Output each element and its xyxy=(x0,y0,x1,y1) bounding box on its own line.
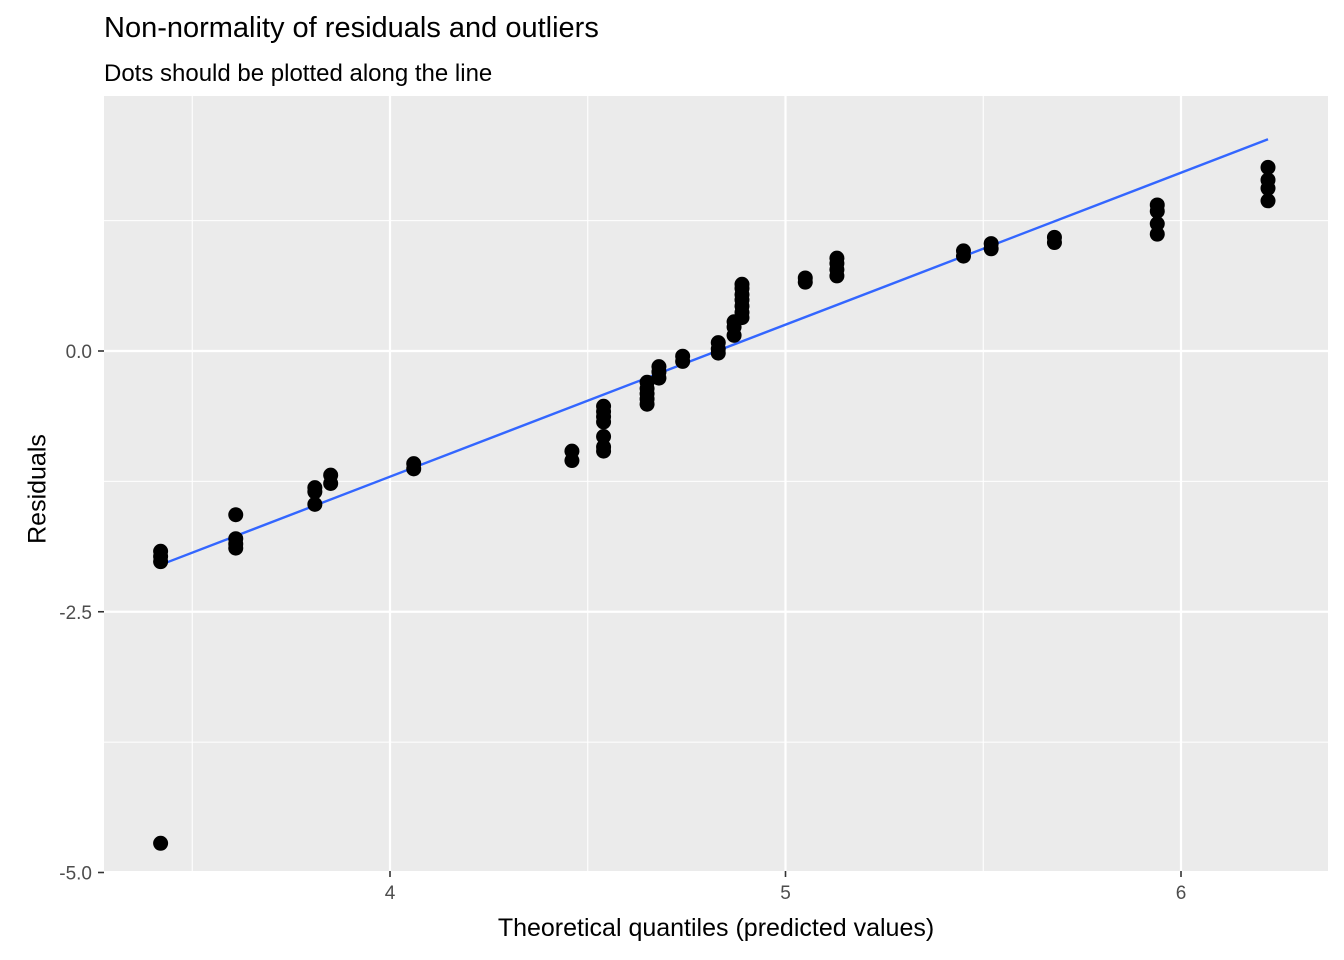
residual-point xyxy=(1149,226,1165,242)
x-tick-label: 6 xyxy=(1176,883,1187,904)
residual-point xyxy=(307,484,323,500)
residual-point xyxy=(710,345,726,361)
y-axis: -5.0 -2.5 0.0 xyxy=(59,342,104,885)
plot-panel xyxy=(104,96,1328,871)
residual-point xyxy=(1046,229,1062,245)
y-tick-label: -2.5 xyxy=(59,603,92,624)
chart-subtitle: Dots should be plotted along the line xyxy=(104,60,493,87)
residual-point xyxy=(596,443,612,459)
x-tick-label: 5 xyxy=(780,883,791,904)
residual-point xyxy=(955,243,971,259)
x-axis: 4 5 6 xyxy=(385,871,1187,904)
residual-point xyxy=(596,414,612,430)
y-tick-label: 0.0 xyxy=(66,342,92,363)
residual-point xyxy=(829,250,845,266)
residual-point xyxy=(1149,197,1165,213)
chart-title: Non-normality of residuals and outliers xyxy=(104,12,599,44)
residual-point xyxy=(797,270,813,286)
x-tick-label: 4 xyxy=(385,883,396,904)
x-axis-label: Theoretical quantiles (predicted values) xyxy=(497,914,935,942)
residual-point xyxy=(307,496,323,512)
y-tick-label: -5.0 xyxy=(59,864,92,885)
residual-point xyxy=(1149,216,1165,232)
residual-point xyxy=(596,429,612,445)
residual-point xyxy=(1260,159,1276,175)
residual-point xyxy=(228,540,244,556)
residual-point xyxy=(639,396,655,412)
residual-point xyxy=(983,236,999,252)
residual-point xyxy=(1260,172,1276,188)
residual-point xyxy=(1260,193,1276,209)
minor-gridlines xyxy=(104,96,1328,871)
residual-point xyxy=(734,276,750,292)
residual-point xyxy=(651,370,667,386)
residual-points xyxy=(153,159,1276,851)
residual-point xyxy=(323,475,339,491)
residual-point xyxy=(675,353,691,369)
residual-point xyxy=(406,461,422,477)
y-axis-label: Residuals xyxy=(23,434,52,544)
residual-point xyxy=(153,835,169,851)
residual-point xyxy=(228,507,244,523)
residual-point xyxy=(153,554,169,570)
residual-point xyxy=(564,453,580,469)
